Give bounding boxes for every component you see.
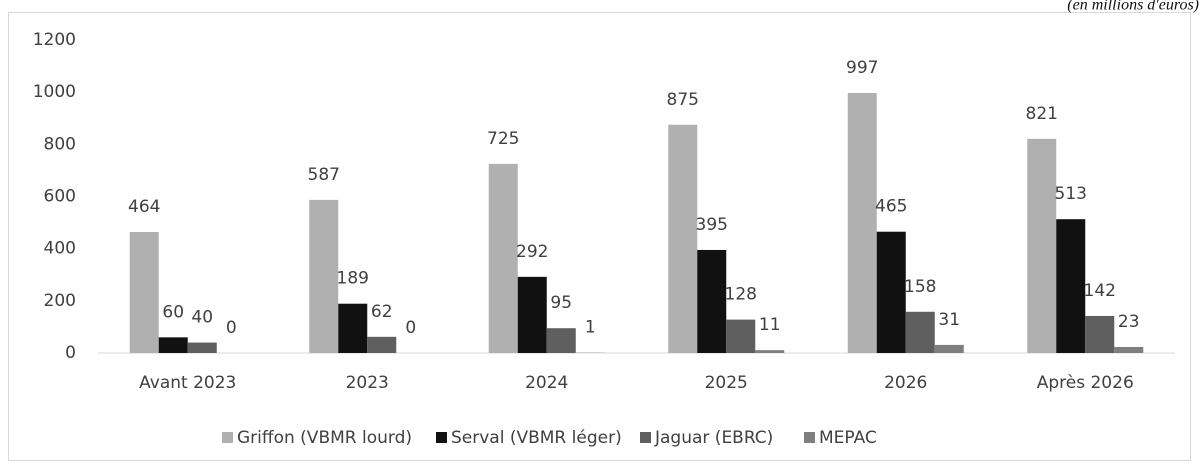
bar (187, 342, 217, 353)
data-label: 875 (667, 90, 699, 110)
bar (309, 199, 339, 353)
x-tick-label: Après 2026 (1037, 373, 1134, 393)
y-tick-label: 200 (44, 291, 76, 311)
bar (517, 276, 547, 353)
data-label: 395 (696, 215, 728, 235)
x-tick-label: Avant 2023 (139, 373, 236, 393)
legend-swatch (436, 432, 447, 443)
data-label: 464 (128, 197, 160, 217)
bar (1027, 138, 1057, 353)
bar (129, 231, 159, 353)
y-tick-label: 1200 (33, 30, 76, 50)
data-label: 158 (904, 277, 936, 297)
data-label: 821 (1026, 104, 1058, 124)
data-label: 23 (1118, 312, 1140, 332)
y-tick-label: 0 (65, 343, 76, 363)
x-tick-label: 2025 (705, 373, 748, 393)
data-label: 189 (337, 269, 369, 289)
bar (1114, 347, 1144, 353)
bar (934, 344, 964, 353)
data-label: 95 (550, 293, 572, 313)
data-label: 62 (371, 302, 393, 322)
bar (546, 328, 576, 353)
bar (1056, 219, 1086, 353)
x-tick-label: 2026 (884, 373, 927, 393)
data-label: 40 (191, 308, 213, 328)
y-tick-label: 400 (44, 239, 76, 259)
legend-swatch (804, 432, 815, 443)
bar (367, 336, 397, 353)
x-tick-label: 2024 (525, 373, 568, 393)
bar (1085, 315, 1115, 353)
data-label: 513 (1055, 184, 1087, 204)
data-label: 465 (875, 197, 907, 217)
data-label: 997 (846, 58, 878, 78)
data-label: 128 (725, 285, 757, 305)
bar (488, 163, 518, 353)
legend-label: MEPAC (819, 428, 877, 448)
bar (726, 319, 756, 353)
y-tick-label: 600 (44, 187, 76, 207)
bar (847, 92, 877, 354)
bar (338, 303, 368, 353)
chart-subtitle: (en millions d'euros) (1067, 0, 1199, 14)
legend-swatch (640, 432, 651, 443)
data-label: 587 (308, 165, 340, 185)
chart-frame (8, 12, 1191, 461)
y-tick-label: 800 (44, 134, 76, 154)
legend-label: Griffon (VBMR lourd) (237, 428, 412, 448)
legend-swatch (222, 432, 233, 443)
data-label: 1 (585, 318, 596, 338)
data-label: 0 (226, 318, 237, 338)
legend-label: Serval (VBMR léger) (451, 428, 622, 448)
legend-label: Jaguar (EBRC) (654, 428, 773, 448)
bar (697, 249, 727, 353)
data-label: 142 (1084, 281, 1116, 301)
bar (158, 337, 188, 353)
data-label: 292 (516, 242, 548, 262)
data-label: 11 (759, 315, 781, 335)
x-tick-label: 2023 (346, 373, 389, 393)
bar (876, 231, 906, 353)
y-tick-label: 1000 (33, 82, 76, 102)
bar (668, 124, 698, 353)
bar (905, 311, 935, 353)
data-label: 725 (487, 129, 519, 149)
bar (755, 350, 785, 353)
data-label: 0 (405, 318, 416, 338)
data-label: 31 (938, 310, 960, 330)
data-label: 60 (162, 302, 184, 322)
